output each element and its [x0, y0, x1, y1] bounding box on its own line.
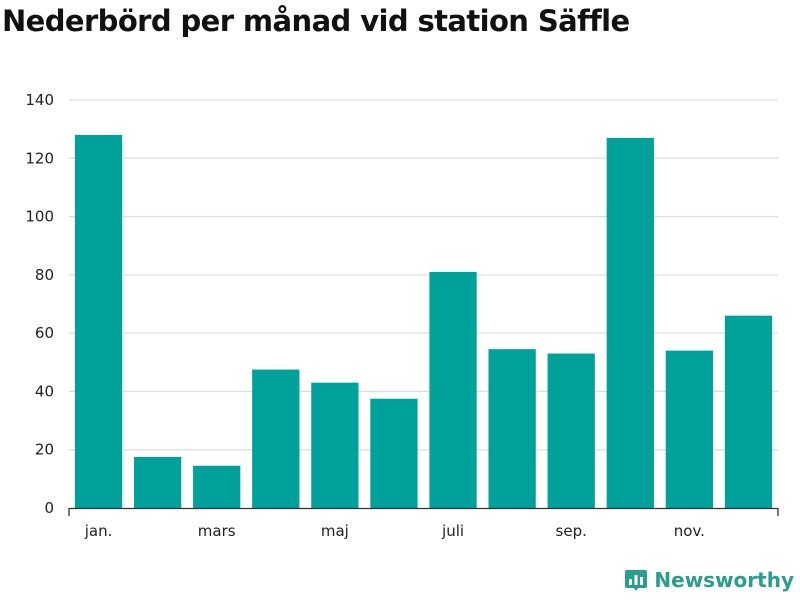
y-tick-label: 20	[35, 441, 54, 459]
y-tick-label: 0	[44, 499, 54, 517]
newsworthy-chart-icon	[625, 570, 648, 591]
bar-juli[interactable]	[429, 271, 477, 508]
x-axis	[68, 507, 779, 516]
bar-sep[interactable]	[547, 353, 595, 508]
y-axis-ticks: 0 20 40 60 80 100 120 140	[25, 91, 54, 517]
y-tick-label: 40	[35, 382, 54, 400]
x-tick-label: sep.	[556, 522, 587, 540]
chart-title: Nederbörd per månad vid station Säffle	[2, 4, 630, 38]
y-tick-label: 100	[25, 208, 54, 226]
x-tick-label: maj	[321, 522, 349, 540]
bar-juni[interactable]	[370, 398, 418, 508]
bar-maj[interactable]	[311, 382, 359, 508]
bars	[74, 134, 773, 508]
gridlines	[69, 99, 778, 451]
y-tick-label: 140	[25, 91, 54, 109]
x-tick-label: juli	[441, 522, 464, 540]
bar-feb[interactable]	[133, 457, 182, 508]
brand-name: Newsworthy	[654, 568, 794, 592]
bar-dec[interactable]	[724, 315, 773, 508]
y-tick-label: 80	[35, 266, 54, 284]
bar-mars[interactable]	[193, 465, 241, 508]
x-tick-label: jan.	[84, 522, 113, 540]
y-tick-label: 60	[35, 324, 54, 342]
x-tick-label: nov.	[674, 522, 705, 540]
y-tick-label: 120	[25, 149, 54, 167]
newsworthy-logo[interactable]: Newsworthy	[624, 568, 794, 592]
bar-jan[interactable]	[74, 134, 123, 508]
x-axis-ticks: jan. mars maj juli sep. nov.	[84, 522, 705, 540]
bar-okt[interactable]	[606, 137, 654, 508]
bar-aug[interactable]	[488, 349, 536, 508]
bar-nov[interactable]	[665, 350, 714, 508]
x-tick-label: mars	[198, 522, 236, 540]
bar-apr[interactable]	[252, 369, 300, 508]
